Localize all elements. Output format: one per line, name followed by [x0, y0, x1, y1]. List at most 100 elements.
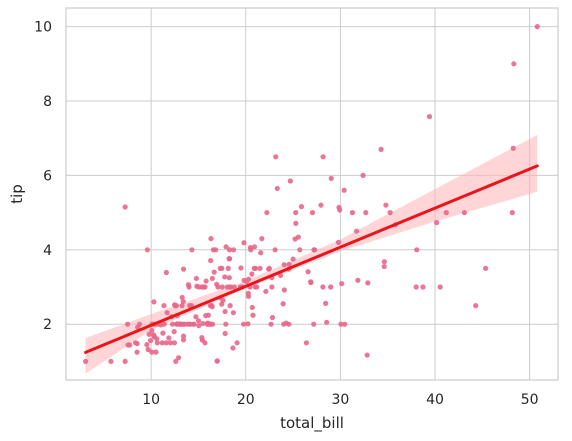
scatter-point [161, 321, 167, 327]
scatter-point [219, 284, 225, 290]
scatter-point [287, 178, 293, 184]
scatter-point [208, 236, 214, 242]
scatter-point [202, 284, 208, 290]
scatter-point [195, 318, 202, 324]
scatter-point [205, 312, 211, 318]
scatter-point [323, 300, 329, 306]
scatter-point [191, 321, 197, 327]
scatter-point [360, 172, 366, 178]
scatter-point [381, 259, 387, 265]
scatter-point [82, 358, 89, 364]
scatter-point [214, 358, 220, 364]
scatter-point [180, 337, 187, 343]
scatter-point [153, 349, 159, 355]
scatter-point [510, 145, 516, 151]
scatter-point [223, 321, 229, 327]
scatter-point [231, 284, 237, 290]
y-axis-label: tip [8, 184, 26, 204]
x-tick-label: 10 [142, 392, 160, 408]
scatter-point [225, 265, 231, 271]
scatter-point [144, 342, 150, 348]
scatter-point [364, 352, 370, 358]
scatter-point [443, 210, 449, 216]
scatter-point [213, 247, 219, 253]
scatter-point [355, 277, 361, 283]
scatter-point [473, 303, 479, 309]
scatter-point [180, 266, 187, 272]
scatter-point [200, 320, 206, 327]
scatter-point [175, 355, 182, 361]
scatter-point [509, 210, 515, 216]
scatter-point [230, 345, 236, 351]
scatter-point [483, 265, 489, 271]
scatter-point [226, 275, 232, 281]
scatter-point [254, 284, 260, 290]
scatter-point [280, 301, 286, 307]
scatter-point [320, 284, 326, 290]
y-tick-label: 2 [43, 317, 52, 333]
scatter-point [124, 321, 131, 327]
scatter-point [203, 278, 209, 284]
scatter-point [169, 321, 176, 327]
x-axis-label: total_bill [280, 414, 344, 433]
scatter-point [149, 327, 155, 334]
scatter-point [136, 321, 143, 327]
scatter-point [222, 274, 228, 280]
scatter-point [461, 210, 468, 216]
scatter-point [534, 24, 540, 30]
scatter-point [286, 261, 292, 267]
scatter-point [134, 340, 140, 347]
scatter-point [413, 284, 419, 290]
scatter-point [297, 247, 303, 253]
scatter-point [312, 247, 318, 253]
scatter-point [161, 303, 167, 309]
scatter-point [365, 280, 371, 286]
scatter-point [164, 310, 170, 316]
confidence-band-area [85, 134, 538, 374]
y-tick-label: 10 [34, 20, 52, 36]
scatter-point [122, 204, 128, 210]
scatter-point [414, 247, 420, 253]
scatter-point [437, 284, 443, 290]
scatter-point [298, 204, 305, 210]
scatter-point [337, 207, 343, 213]
scatter-point [353, 228, 360, 234]
data-points [82, 24, 540, 364]
scatter-point [320, 154, 326, 160]
scatter-point [293, 210, 299, 216]
scatter-point [268, 321, 274, 327]
scatter-point [202, 340, 208, 346]
scatter-point [220, 297, 226, 303]
regression-line [84, 164, 539, 354]
scatter-point [273, 154, 279, 160]
scatter-point [259, 236, 265, 242]
scatter-point [257, 265, 263, 271]
y-tick-label: 4 [43, 243, 52, 259]
scatter-point [226, 256, 233, 262]
scatter-point [234, 340, 240, 346]
scatter-point [134, 349, 140, 355]
scatter-point [186, 284, 192, 290]
scatter-point [281, 262, 287, 268]
scatter-point [222, 308, 228, 315]
scatter-point [381, 263, 387, 270]
scatter-point [272, 247, 278, 253]
scatter-point [108, 358, 114, 364]
scatter-point [145, 346, 151, 353]
scatter-point [163, 340, 169, 346]
scatter-point [274, 185, 280, 192]
scatter-point [209, 275, 215, 282]
scatter-point [249, 271, 255, 277]
scatter-point [383, 202, 389, 208]
scatter-point [286, 321, 292, 327]
x-tick-label: 50 [521, 392, 539, 408]
x-tick-label: 20 [237, 392, 255, 408]
scatter-point [266, 265, 272, 271]
y-tick-label: 6 [43, 168, 52, 184]
scatter-point [159, 340, 165, 346]
scatter-point [154, 340, 160, 346]
scatter-point [122, 358, 128, 364]
regression-line-group [84, 164, 539, 354]
scatter-point [338, 321, 344, 327]
